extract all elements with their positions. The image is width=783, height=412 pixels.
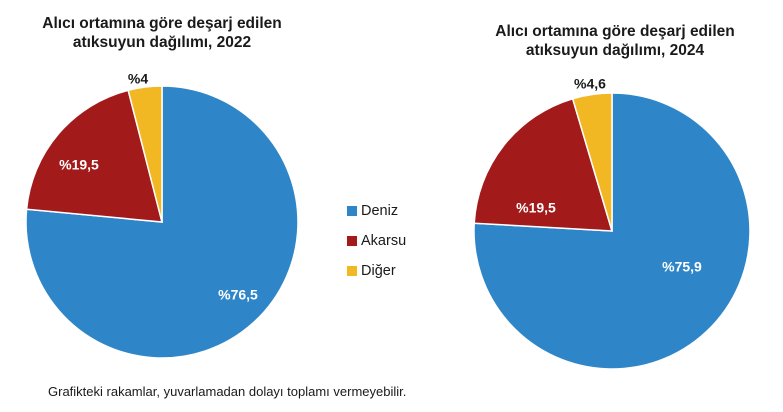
footnote: Grafikteki rakamlar, yuvarlamadan dolayı… bbox=[48, 384, 407, 399]
chart-title-2024: Alıcı ortamına göre deşarj edilen atıksu… bbox=[465, 22, 765, 60]
chart-legend: Deniz Akarsu Diğer bbox=[347, 196, 406, 286]
data-label-diger-2022: %4 bbox=[128, 71, 148, 87]
legend-item-diger: Diğer bbox=[347, 256, 406, 286]
data-label-deniz-2024: %75,9 bbox=[662, 259, 702, 275]
chart-title-2022: Alıcı ortamına göre deşarj edilen atıksu… bbox=[12, 14, 312, 52]
chart-title-2022-line-2: atıksuyun dağılımı, 2022 bbox=[72, 34, 252, 51]
data-label-diger-2024: %4,6 bbox=[574, 76, 606, 92]
legend-label-deniz: Deniz bbox=[361, 203, 399, 219]
pie-slice-deniz-2024 bbox=[473, 92, 751, 370]
legend-label-akarsu: Akarsu bbox=[361, 233, 407, 249]
legend-swatch-akarsu bbox=[347, 236, 357, 246]
pie-2024-group: %75,9 %19,5 %4,6 bbox=[473, 76, 751, 370]
pie-slice-akarsu-2022 bbox=[25, 89, 163, 223]
data-label-deniz-2022: %76,5 bbox=[218, 287, 258, 303]
pie-slice-akarsu-2024 bbox=[473, 97, 614, 232]
data-label-akarsu-2022: %19,5 bbox=[59, 157, 99, 173]
legend-item-deniz: Deniz bbox=[347, 196, 406, 226]
chart-title-2024-line-2: atıksuyun dağılımı, 2024 bbox=[525, 42, 705, 59]
legend-swatch-deniz bbox=[347, 206, 357, 216]
pie-slice-diger-2022 bbox=[127, 85, 163, 223]
chart-title-2022-line-1: Alıcı ortamına göre deşarj edilen bbox=[42, 15, 282, 32]
data-label-akarsu-2024: %19,5 bbox=[516, 200, 556, 216]
legend-swatch-diger bbox=[347, 266, 357, 276]
legend-label-diger: Diğer bbox=[361, 263, 396, 279]
legend-item-akarsu: Akarsu bbox=[347, 226, 406, 256]
chart-title-2024-line-1: Alıcı ortamına göre deşarj edilen bbox=[495, 23, 735, 40]
pie-2022-group: %76,5 %19,5 %4 bbox=[25, 71, 299, 359]
pie-slice-diger-2024 bbox=[571, 92, 613, 232]
